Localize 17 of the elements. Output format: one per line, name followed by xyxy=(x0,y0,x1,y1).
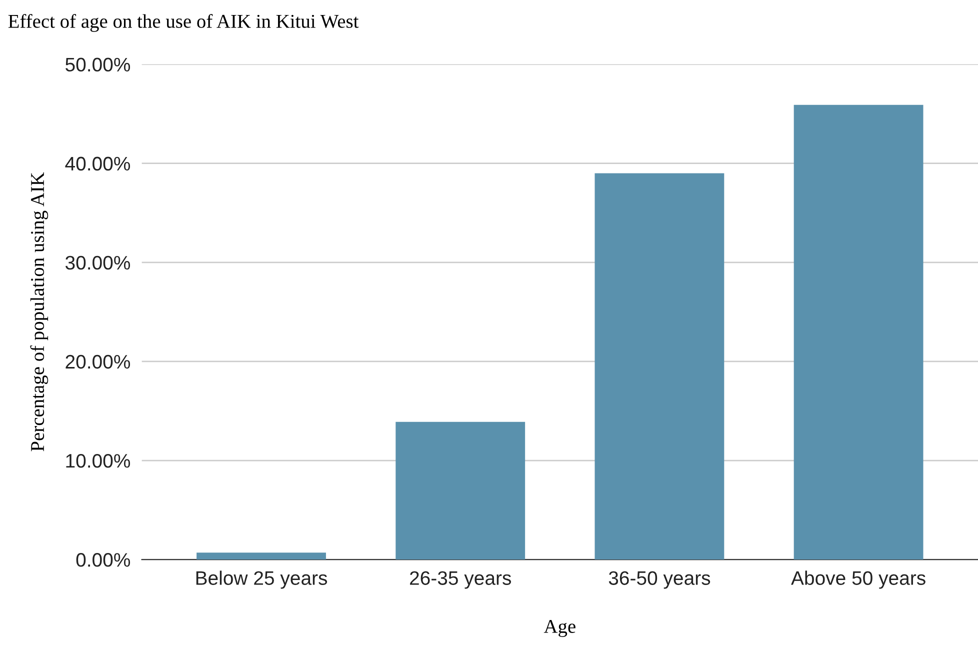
x-tick-label: 36-50 years xyxy=(608,571,710,589)
y-tick-label: 40.00% xyxy=(65,156,130,171)
bar xyxy=(196,552,326,560)
x-tick-label: 26-35 years xyxy=(410,571,511,589)
x-tick-label: Above 50 years xyxy=(791,570,926,589)
y-tick-label: 10.00% xyxy=(66,454,130,468)
bar xyxy=(594,173,724,560)
y-axis-title: Percentage of population using AIK xyxy=(30,172,48,452)
chart-title: Effect of age on the use of AIK in Kitui West xyxy=(8,14,359,32)
y-tick-label: 50.00% xyxy=(66,58,130,72)
bar xyxy=(794,104,924,560)
y-tick-label: 0.00% xyxy=(76,553,130,567)
x-axis-title: Age xyxy=(544,620,576,637)
y-tick-label: 20.00% xyxy=(66,354,130,369)
bar xyxy=(396,422,526,560)
x-tick-label: Below 25 years xyxy=(196,570,328,589)
y-tick-label: 30.00% xyxy=(65,256,130,270)
